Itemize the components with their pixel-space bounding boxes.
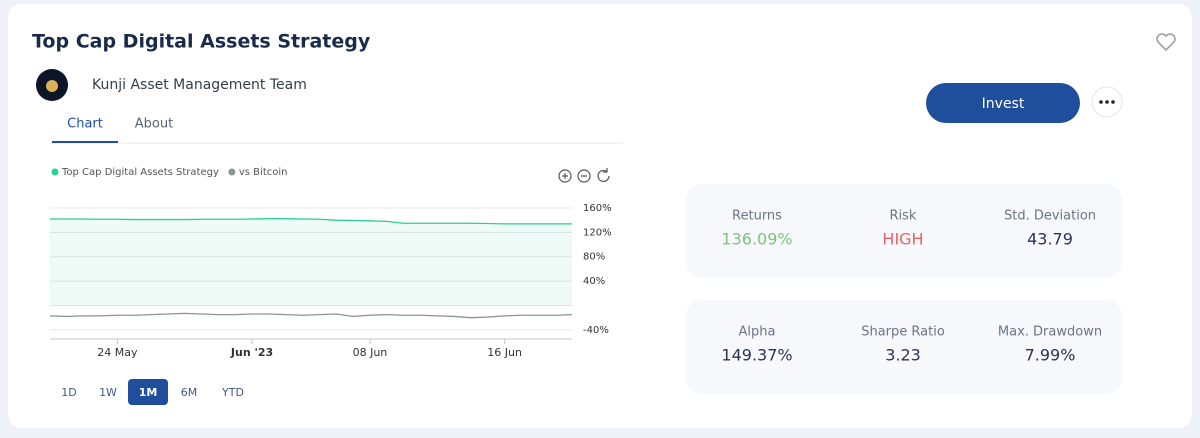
tab[interactable]: Chart <box>67 117 103 132</box>
range-button[interactable]: 6M <box>181 386 198 399</box>
stat-value: 136.09% <box>721 230 792 249</box>
chart-toolbar[interactable] <box>558 168 610 183</box>
tab-underline <box>52 141 118 143</box>
legend-dot <box>51 168 59 176</box>
title: Top Cap Digital Assets Strategy <box>32 31 371 53</box>
range-button[interactable]: 1D <box>61 386 76 399</box>
stat-value: 149.37% <box>721 346 792 365</box>
area <box>50 218 572 306</box>
stat-label: Max. Drawdown <box>998 325 1102 340</box>
tab[interactable]: About <box>135 117 173 132</box>
stat-label: Alpha <box>739 325 776 340</box>
stat-label: Risk <box>890 209 917 224</box>
line <box>49 312 573 319</box>
stat-label: Returns <box>732 209 782 224</box>
stats-card <box>686 184 1122 278</box>
stat-value: 3.23 <box>885 346 921 365</box>
legend-dot <box>228 168 236 176</box>
x-tick-label: 08 Jun <box>353 346 388 359</box>
y-tick-label: -40% <box>583 325 609 336</box>
x-tick-label: 16 Jun <box>487 346 522 359</box>
legend-label[interactable]: Top Cap Digital Assets Strategy <box>61 167 219 178</box>
avatar-logo <box>46 80 58 92</box>
stats-card <box>686 300 1122 394</box>
favorite-icon[interactable] <box>1156 33 1176 52</box>
stat-value: 7.99% <box>1025 346 1076 365</box>
y-tick-label: 120% <box>583 227 612 238</box>
x-tick-label: Jun '23 <box>230 346 273 359</box>
legend-label[interactable]: vs Bitcoin <box>239 167 288 178</box>
stat-label: Sharpe Ratio <box>861 325 945 340</box>
y-tick-label: 40% <box>583 276 605 287</box>
stat-label: Std. Deviation <box>1004 209 1096 224</box>
line <box>50 218 572 225</box>
stat-value: 43.79 <box>1027 230 1073 249</box>
stat-value: HIGH <box>882 230 923 249</box>
team-name: Kunji Asset Management Team <box>92 77 307 93</box>
range-button[interactable]: 1W <box>99 386 117 399</box>
invest-button[interactable] <box>926 83 1080 123</box>
y-tick-label: 160% <box>583 203 612 214</box>
x-tick-label: 24 May <box>97 346 138 359</box>
range-active[interactable] <box>128 379 168 405</box>
y-tick-label: 80% <box>583 252 605 263</box>
range-button[interactable]: 1M <box>139 386 158 399</box>
range-button[interactable]: YTD <box>221 386 244 399</box>
invest-label[interactable]: Invest <box>982 96 1025 112</box>
more-dots <box>1099 100 1115 104</box>
